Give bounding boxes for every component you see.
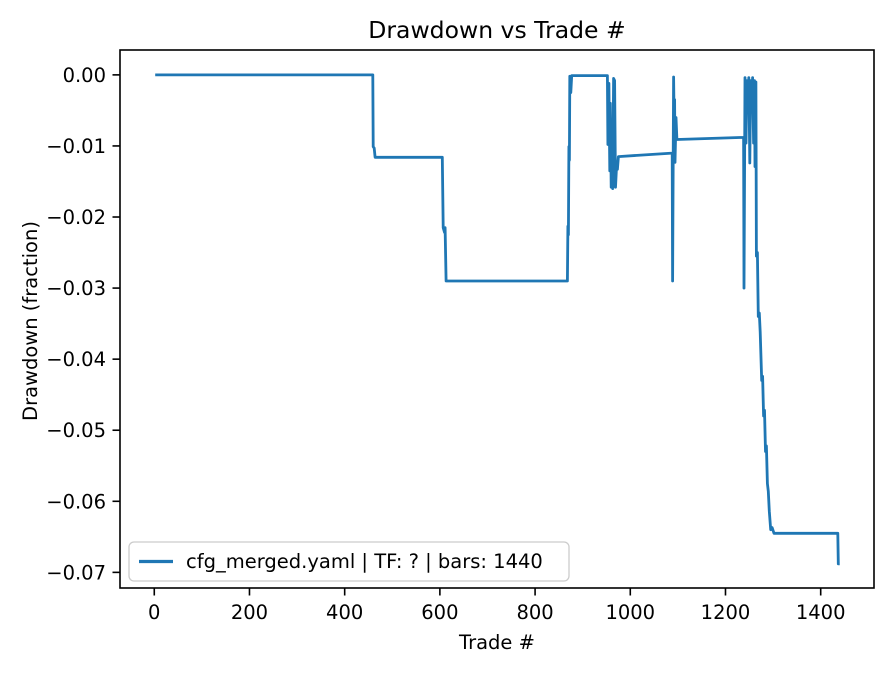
y-axis-ticks: 0.00 −0.01 −0.02 −0.03 −0.04 −0.05 −0.06 −0.07 — [46, 64, 120, 584]
y-tick-label: −0.04 — [46, 348, 106, 371]
y-tick-label: −0.07 — [46, 561, 106, 584]
x-tick-label: 0 — [148, 601, 160, 624]
x-tick-label: 1200 — [701, 601, 751, 624]
y-axis-label: Drawdown (fraction) — [19, 221, 42, 421]
legend: cfg_merged.yaml | TF: ? | bars: 1440 — [128, 541, 570, 582]
x-tick-label: 1000 — [605, 601, 655, 624]
chart-title: Drawdown vs Trade # — [368, 16, 625, 44]
legend-label: cfg_merged.yaml | TF: ? | bars: 1440 — [186, 550, 543, 573]
y-tick-label: −0.06 — [46, 490, 106, 513]
x-axis-ticks: 0 200 400 600 800 1000 1200 1400 — [148, 588, 846, 624]
x-tick-label: 800 — [516, 601, 553, 624]
y-tick-label: −0.03 — [46, 277, 106, 300]
y-tick-label: 0.00 — [63, 64, 106, 87]
drawdown-line-series — [155, 73, 840, 566]
x-tick-label: 600 — [421, 601, 458, 624]
x-axis-label: Trade # — [458, 631, 535, 654]
y-tick-label: −0.05 — [46, 419, 106, 442]
legend-box — [128, 541, 570, 582]
y-tick-label: −0.02 — [46, 206, 106, 229]
x-tick-label: 200 — [231, 601, 268, 624]
x-tick-label: 1400 — [796, 601, 846, 624]
y-tick-label: −0.01 — [46, 135, 106, 158]
x-tick-label: 400 — [326, 601, 363, 624]
